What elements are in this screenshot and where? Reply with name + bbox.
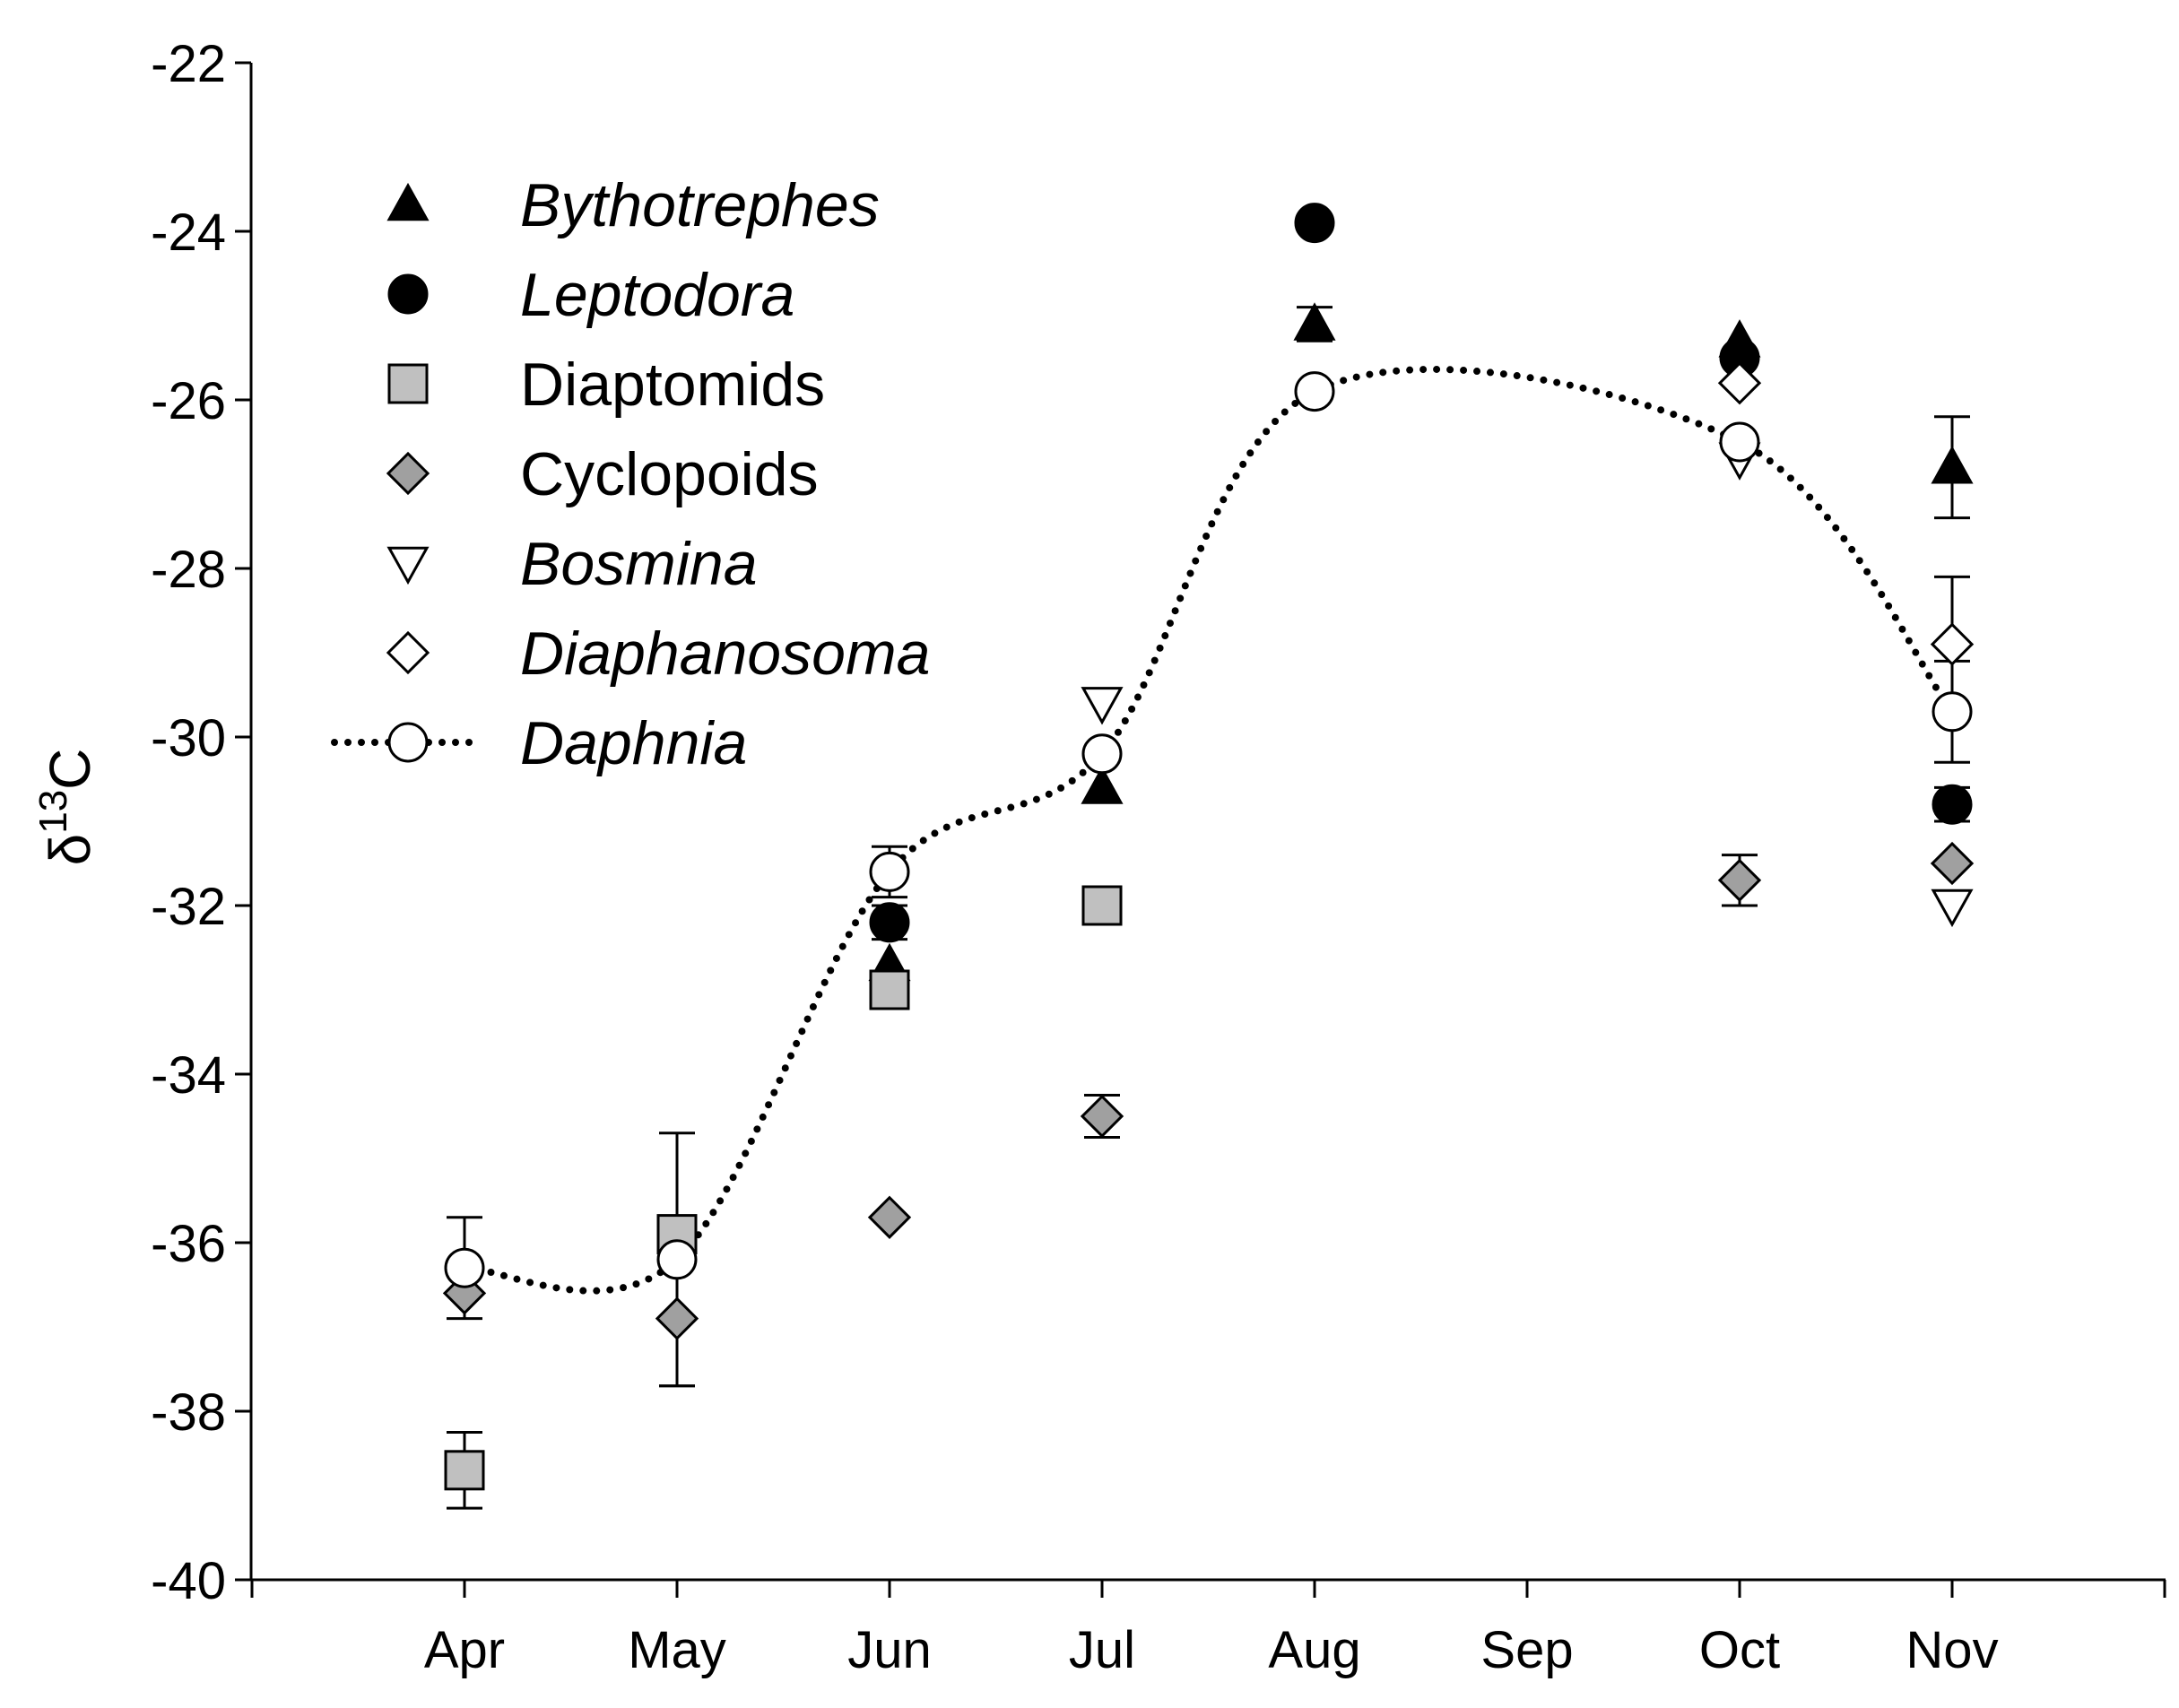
legend: Bythotrephes Leptodora Diaptomids Cyclopoid… [331,171,930,777]
legend-label-diaptomids: Diaptomids [520,351,825,419]
y-tick-label: -32 [151,878,226,936]
y-tick-label: -30 [151,709,226,767]
x-tick-label-jul: Jul [1069,1621,1135,1679]
x-tick-label-sep: Sep [1480,1621,1573,1679]
point-daphnia-apr [444,1247,485,1288]
legend-marker-diaphanosoma [386,630,430,675]
daphnia-trend-layer [461,365,1956,1295]
legend-item-diaptomids: Diaptomids [387,351,825,419]
y-tick-label: -22 [151,35,226,93]
y-axis-label-superscript: 13 [31,790,75,834]
point-cyclopoids-jun [867,1195,912,1239]
legend-item-bosmina: Bosmina [386,530,758,598]
legend-item-leptodora: Leptodora [387,261,794,329]
point-bythotrephes-aug [1293,302,1336,341]
point-daphnia-jul [1081,733,1123,775]
legend-label-daphnia: Daphnia [520,709,747,777]
x-tick-label-jun: Jun [847,1621,932,1679]
point-daphnia-nov [1932,691,1973,733]
point-bosmina-nov [1931,889,1974,928]
x-tick-label-oct: Oct [1699,1621,1780,1679]
point-daphnia-aug [1294,371,1335,412]
y-tick-label: -38 [151,1383,226,1442]
point-cyclopoids-oct [1717,858,1762,902]
legend-marker-diaptomids [387,363,429,404]
legend-item-cyclopoids: Cyclopoids [386,440,819,508]
point-diaphanosoma-oct [1717,361,1762,405]
point-daphnia-jun [869,851,910,892]
legend-marker-daphnia [387,722,429,763]
y-axis-label-element: C [38,749,102,790]
point-cyclopoids-jul [1080,1094,1124,1139]
y-tick-label: -28 [151,541,226,599]
axes: -22 -24 -26 -28 -30 -32 -34 -36 -38 -40 Apr May Jun J… [151,35,2166,1679]
legend-label-cyclopoids: Cyclopoids [520,440,819,508]
point-bythotrephes-jul [1081,766,1124,804]
y-axis-label-delta: δ [38,834,102,866]
data-markers [442,203,1975,1491]
point-daphnia-may [656,1239,698,1280]
x-tick-label-nov: Nov [1906,1621,1998,1679]
daphnia-trend-line [461,365,1956,1295]
point-diaptomids-jul [1081,885,1123,926]
point-cyclopoids-nov [1930,841,1975,886]
legend-marker-leptodora [387,273,429,315]
y-tick-label: -40 [151,1552,226,1610]
point-diaptomids-apr [444,1450,485,1491]
legend-label-leptodora: Leptodora [520,261,794,329]
legend-label-bosmina: Bosmina [520,530,758,598]
point-diaphanosoma-nov [1930,622,1975,666]
point-bythotrephes-nov [1931,446,1974,484]
legend-item-daphnia: Daphnia [331,709,747,777]
legend-marker-cyclopoids [386,451,430,496]
x-tick-label-may: May [628,1621,726,1679]
point-leptodora-nov [1932,784,1973,825]
legend-marker-bosmina [386,546,430,585]
legend-label-bythotrephes: Bythotrephes [520,171,880,239]
point-bosmina-jul [1081,687,1124,725]
y-tick-label: -24 [151,204,226,262]
y-tick-label: -26 [151,372,226,430]
y-tick-label: -36 [151,1215,226,1273]
point-cyclopoids-may [655,1296,699,1340]
point-leptodora-jun [869,902,910,943]
x-tick-label-aug: Aug [1268,1621,1360,1679]
legend-item-bythotrephes: Bythotrephes [386,171,880,239]
legend-marker-bythotrephes [386,182,430,221]
y-tick-label: -34 [151,1046,226,1105]
point-leptodora-aug [1294,203,1335,244]
legend-label-diaphanosoma: Diaphanosoma [520,620,930,688]
point-daphnia-oct [1719,421,1760,463]
legend-item-diaphanosoma: Diaphanosoma [386,620,930,688]
point-diaptomids-jun [869,969,910,1010]
y-axis-label: δ13C [31,749,102,866]
x-tick-label-apr: Apr [424,1621,505,1679]
